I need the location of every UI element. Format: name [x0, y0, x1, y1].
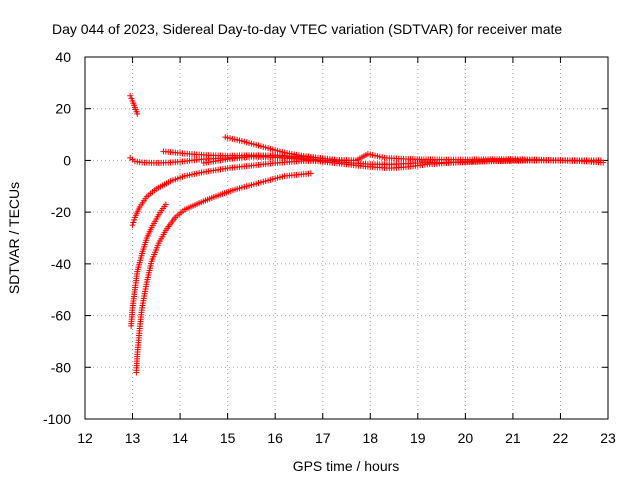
- data-point-marker: [130, 219, 137, 226]
- series-track-5: [129, 157, 350, 229]
- chart-title: Day 044 of 2023, Sidereal Day-to-day VTE…: [52, 21, 562, 37]
- x-tick-label: 19: [410, 430, 426, 446]
- y-tick-label: -60: [51, 308, 71, 324]
- series-track-7: [133, 170, 314, 376]
- data-point-marker: [127, 92, 134, 99]
- x-tick-label: 23: [600, 430, 616, 446]
- y-tick-label: 20: [55, 101, 71, 117]
- plot-border: [84, 56, 609, 420]
- x-tick-label: 16: [267, 430, 283, 446]
- x-axis-label: GPS time / hours: [293, 458, 400, 474]
- grid-lines: [85, 57, 608, 419]
- x-tick-label: 13: [125, 430, 141, 446]
- x-tick-label: 14: [172, 430, 188, 446]
- data-point-marker: [162, 201, 169, 208]
- axis-ticks: [84, 56, 609, 420]
- x-tick-label: 17: [315, 430, 331, 446]
- y-axis-label: SDTVAR / TECUs: [6, 182, 22, 294]
- series-track-1: [127, 92, 141, 117]
- y-tick-labels: -100 -80 -60 -40 -20 0 20 40: [43, 49, 71, 427]
- y-tick-label: -40: [51, 256, 71, 272]
- data-point-marker: [319, 155, 326, 162]
- data-point-marker: [307, 170, 314, 177]
- x-tick-labels: 12 13 14 15 16 17 18 19 20 21 22 23: [77, 430, 616, 446]
- y-tick-label: -100: [43, 411, 71, 427]
- data-points: [127, 92, 607, 376]
- y-tick-label: 0: [63, 152, 71, 168]
- data-point-marker: [129, 222, 136, 229]
- series-track-6: [128, 201, 169, 329]
- data-point-marker: [134, 110, 141, 117]
- y-tick-label: -20: [51, 204, 71, 220]
- y-tick-label: 40: [55, 49, 71, 65]
- x-tick-label: 22: [553, 430, 569, 446]
- x-tick-label: 21: [505, 430, 521, 446]
- y-tick-label: -80: [51, 359, 71, 375]
- x-tick-label: 12: [77, 430, 93, 446]
- data-point-marker: [128, 95, 135, 102]
- data-point-marker: [343, 157, 350, 164]
- data-point-marker: [597, 157, 604, 164]
- series-track-8: [200, 152, 326, 167]
- x-tick-label: 18: [362, 430, 378, 446]
- x-tick-label: 15: [220, 430, 236, 446]
- data-point-marker: [131, 216, 138, 223]
- x-tick-label: 20: [458, 430, 474, 446]
